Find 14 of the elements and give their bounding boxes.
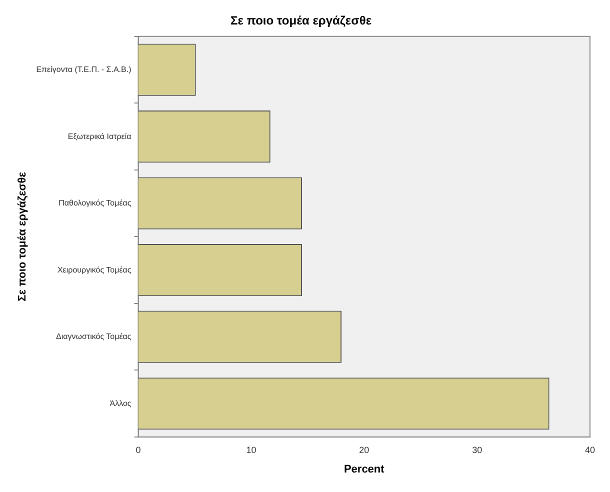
x-axis-title: Percent	[344, 463, 385, 476]
y-tick-label: Διαγνωστικός Τομέας	[56, 332, 132, 342]
x-tick-label: 20	[359, 444, 370, 455]
y-tick-label: Χειρουργικός Τομέας	[57, 265, 132, 274]
y-tick-label: Άλλος	[110, 398, 132, 408]
x-tick-label: 0	[136, 444, 141, 455]
y-tick-label: Παθολογικός Τομέας	[58, 198, 132, 208]
y-tick-label: Επείγοντα (Τ.Ε.Π. - Σ.Α.Β.)	[36, 64, 132, 74]
x-tick-label: 40	[584, 444, 596, 455]
chart-title: Σε ποιο τομέα εργάζεσθε	[230, 14, 372, 28]
y-tick-label: Εξωτερικά Ιατρεία	[68, 132, 132, 141]
x-tick-label: 10	[246, 444, 256, 455]
y-axis-title: Σε ποιο τομέα εργάζεσθε	[16, 171, 29, 302]
x-tick-label: 30	[472, 444, 482, 455]
